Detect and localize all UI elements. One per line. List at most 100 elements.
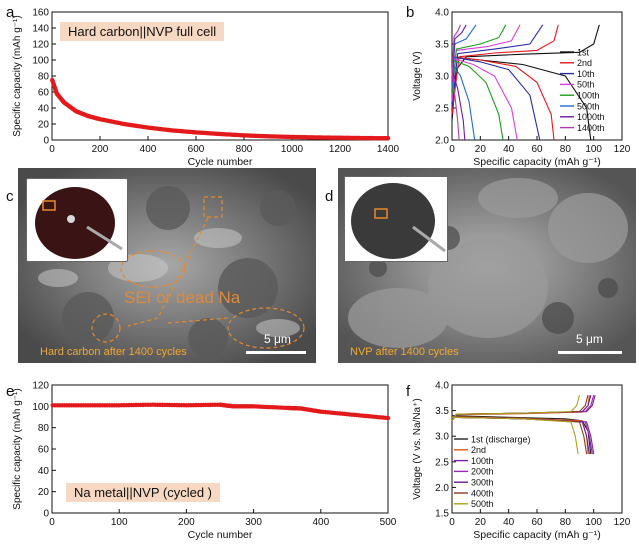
sem-image-hard-carbon: SEI or dead Na Hard carbon after 1400 cy… — [18, 168, 316, 363]
xaxis-label-e: Cycle number — [188, 529, 253, 541]
xtick-label-a: 200 — [92, 144, 109, 155]
ytick-label-e: 80 — [38, 423, 50, 434]
ytick-label-e: 100 — [32, 402, 49, 413]
legend-label-f: 200th — [471, 467, 494, 477]
ytick-label-a: 20 — [38, 120, 50, 131]
ytick-label-a: 120 — [32, 40, 49, 51]
ytick-label-b: 3.5 — [435, 40, 449, 51]
xtick-label-e: 0 — [49, 517, 55, 528]
photo-inset-nvp — [344, 176, 448, 262]
xtick-label-a: 1400 — [377, 144, 400, 155]
legend-label-f: 300th — [471, 478, 494, 488]
legend-label-b: 500th — [577, 101, 600, 111]
ytick-label-e: 0 — [43, 509, 49, 520]
ytick-label-e: 60 — [38, 445, 50, 456]
chart-b: 0 20 40 60 80 100 120 2.0 2.5 3.0 3.5 4.0 Specific c… — [412, 8, 631, 169]
series-line-f-charge — [451, 395, 581, 422]
ytick-label-f: 2.5 — [435, 457, 449, 468]
yaxis-label-a: Specific capacity (mAh g⁻¹) — [12, 15, 23, 136]
ytick-label-f: 1.5 — [435, 509, 449, 520]
ytick-label-a: 100 — [32, 56, 49, 67]
series-line-b-charge — [451, 24, 559, 115]
series-line-b-discharge — [451, 72, 460, 141]
xtick-label-b: 0 — [449, 144, 455, 155]
xtick-label-a: 400 — [140, 144, 157, 155]
xtick-label-a: 1000 — [281, 144, 304, 155]
xtick-label-f: 40 — [503, 517, 515, 528]
xtick-label-f: 60 — [531, 517, 543, 528]
yaxis-label-b: Voltage (V) — [412, 51, 423, 100]
ytick-label-a: 0 — [43, 136, 49, 147]
ytick-label-a: 80 — [38, 72, 50, 83]
series-line-b-discharge — [451, 57, 518, 141]
series-line-b-charge — [451, 24, 467, 83]
xtick-label-a: 0 — [49, 144, 55, 155]
xaxis-label-a: Cycle number — [188, 156, 253, 168]
series-line-b-discharge — [451, 62, 476, 141]
xtick-label-e: 200 — [178, 517, 195, 528]
panel-label-a: a — [6, 4, 15, 21]
legend-label-b: 1000th — [577, 112, 605, 122]
legend-label-f: 2nd — [471, 445, 486, 455]
xtick-label-b: 80 — [560, 144, 572, 155]
ytick-label-e: 40 — [38, 466, 50, 477]
xtick-label-b: 20 — [475, 144, 487, 155]
legend-label-b: 50th — [577, 80, 595, 90]
xtick-label-f: 120 — [614, 517, 631, 528]
panel-label-d: d — [325, 188, 334, 205]
chart-a: 0 200 400 600 800 1000 1200 1400 0 20 40 60 80 100 120… — [12, 8, 400, 169]
chart-f: 0 20 40 60 80 100 120 1.5 2.0 2.5 3.0 3.5 4.0 Specifi… — [412, 381, 631, 542]
ytick-label-f: 3.0 — [435, 432, 449, 443]
sem-image-nvp: NVP after 1400 cycles 5 μm — [338, 168, 636, 363]
ytick-label-f: 3.5 — [435, 406, 449, 417]
scalebar-c — [246, 351, 306, 354]
ytick-label-e: 120 — [32, 381, 49, 392]
ytick-label-e: 20 — [38, 487, 50, 498]
series-line-b-discharge — [451, 56, 541, 141]
ytick-label-b: 3.0 — [435, 72, 449, 83]
ytick-label-f: 2.0 — [435, 483, 449, 494]
ytick-label-b: 4.0 — [435, 8, 449, 19]
legend-label-b: 1st — [577, 47, 590, 57]
sem-caption-c: Hard carbon after 1400 cycles — [40, 346, 187, 358]
legend-label-b: 2nd — [577, 58, 592, 68]
legend-label-f: 500th — [471, 499, 494, 509]
xtick-label-e: 300 — [245, 517, 262, 528]
xaxis-label-b: Specific capacity (mAh g⁻¹) — [473, 156, 601, 168]
ytick-label-a: 60 — [38, 88, 50, 99]
xtick-label-e: 100 — [111, 517, 128, 528]
scalebar-label-d: 5 μm — [576, 332, 603, 346]
xtick-label-b: 120 — [614, 144, 631, 155]
sem-caption-d: NVP after 1400 cycles — [350, 346, 459, 358]
ytick-label-a: 140 — [32, 24, 49, 35]
ytick-label-f: 4.0 — [435, 381, 449, 392]
photo-inset-hard-carbon — [26, 178, 128, 262]
legend-label-f: 400th — [471, 488, 494, 498]
xtick-label-a: 800 — [236, 144, 253, 155]
series-line-b-discharge — [451, 69, 466, 141]
chart-e-tag: Na metal||NVP (cycled ) — [66, 483, 220, 502]
yaxis-label-e: Specific capacity (mAh g⁻¹) — [12, 388, 23, 509]
yaxis-label-f: Voltage (V vs. Na/Na⁺) — [412, 398, 423, 499]
xtick-label-e: 400 — [312, 517, 329, 528]
legend-label-b: 10th — [577, 69, 595, 79]
ytick-label-a: 40 — [38, 104, 50, 115]
xaxis-label-f: Specific capacity (mAh g⁻¹) — [473, 529, 601, 541]
xtick-label-a: 600 — [188, 144, 205, 155]
series-line-f-discharge — [451, 416, 579, 455]
xtick-label-e: 500 — [380, 517, 397, 528]
series-line-b-charge — [451, 24, 462, 77]
ytick-label-a: 160 — [32, 8, 49, 19]
xtick-label-b: 60 — [531, 144, 543, 155]
panel-label-e: e — [6, 383, 15, 400]
data-point-e — [385, 415, 391, 421]
series-line-b-discharge — [451, 56, 555, 141]
xtick-label-f: 80 — [560, 517, 572, 528]
legend-label-f: 100th — [471, 456, 494, 466]
series-line-b-charge — [451, 24, 544, 109]
legend-label-f: 1st (discharge) — [471, 434, 531, 444]
series-line-b-charge — [451, 24, 507, 96]
series-line-b-discharge — [451, 59, 504, 141]
sei-annotation: SEI or dead Na — [124, 288, 241, 307]
data-point-a — [385, 136, 391, 141]
